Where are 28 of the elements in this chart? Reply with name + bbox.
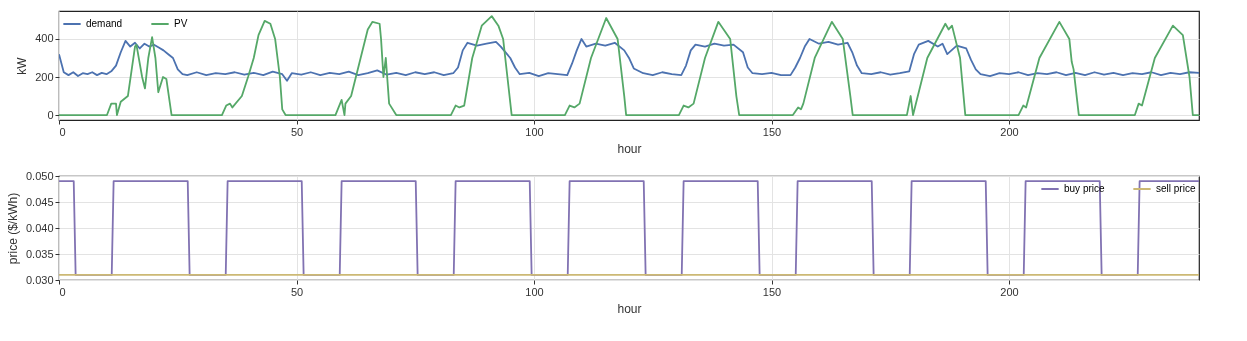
x-tick-label: 100	[525, 125, 544, 138]
y-tick-label: 0.035	[25, 247, 54, 260]
line-series	[59, 38, 1199, 82]
y-tick-label: 200	[35, 70, 54, 83]
y-axis-title: price ($/kWh)	[5, 192, 20, 265]
legend-label: sell price	[1156, 183, 1196, 194]
y-tick-label: 0.040	[25, 221, 54, 234]
legend-label: demand	[86, 18, 123, 29]
y-axis-title: kW	[15, 56, 30, 75]
x-tick-label: 0	[59, 125, 66, 138]
y-tick-label: 400	[35, 32, 54, 45]
line-series	[59, 15, 1199, 116]
x-axis-title: hour	[617, 301, 642, 316]
x-tick-label: 50	[290, 125, 304, 138]
x-tick-label: 100	[525, 285, 544, 298]
legend-label: buy price	[1064, 183, 1106, 194]
y-tick-label: 0.050	[25, 169, 54, 182]
x-axis-title: hour	[617, 141, 642, 156]
y-tick-label: 0.045	[25, 195, 54, 208]
x-tick-label: 50	[290, 285, 304, 298]
y-tick-label: 0	[47, 108, 54, 121]
y-tick-label: 0.030	[25, 273, 54, 286]
x-tick-label: 150	[762, 285, 782, 298]
legend-label: PV	[174, 18, 188, 29]
x-tick-label: 200	[1000, 125, 1019, 138]
x-tick-label: 0	[59, 285, 66, 298]
x-tick-label: 200	[1000, 285, 1019, 298]
x-tick-label: 150	[762, 125, 782, 138]
